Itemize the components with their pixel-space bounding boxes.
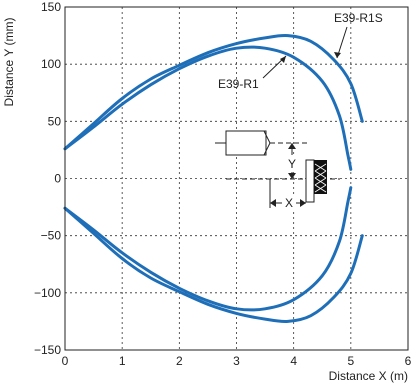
y-tick-label: −50 [41, 229, 62, 243]
series-e39-r1-upper-line [63, 45, 353, 171]
emitter-body [225, 130, 267, 156]
r1-leader-arrow-icon [280, 56, 286, 63]
series-e39-r1s-lower-line [63, 206, 364, 324]
series-e39-r1-lower-line [63, 186, 353, 312]
reflector-hatch [314, 163, 327, 193]
y-arrow-up-icon [288, 143, 296, 149]
r1s-leader-arrow-icon [334, 52, 341, 58]
y-axis-label: Distance Y (mm) [2, 18, 16, 107]
series-e39-r1s-upper-line [63, 33, 364, 151]
curve-series [63, 33, 364, 324]
y-arrow-down-icon [288, 173, 296, 179]
x-dimension-label: X [285, 196, 293, 210]
x-tick-label: 2 [176, 354, 183, 368]
reflector-block [314, 160, 327, 194]
r1-label: E39-R1 [218, 77, 259, 91]
y-tick-label: 0 [54, 172, 61, 186]
x-tick-label: 0 [62, 354, 69, 368]
r1s-label: E39-R1S [334, 11, 383, 25]
x-tick-label: 4 [290, 354, 297, 368]
x-label-bg [282, 196, 296, 210]
y-tick-label: 100 [41, 57, 61, 71]
y-label-bg [285, 155, 299, 172]
x-tick-labels: 0 1 2 3 4 5 6 [62, 354, 412, 368]
y-tick-label: −150 [34, 343, 61, 357]
y-tick-label: 150 [41, 0, 61, 14]
x-tick-label: 3 [233, 354, 240, 368]
y-tick-label: −100 [34, 286, 61, 300]
x-arrow-right-icon [300, 199, 306, 207]
reflector-mount [305, 159, 315, 203]
plot-frame [64, 6, 409, 351]
sensor-diagram [215, 130, 340, 208]
x-tick-label: 1 [119, 354, 126, 368]
y-tick-label: 50 [48, 114, 62, 128]
x-tick-label: 6 [405, 354, 412, 368]
y-dimension-label: Y [288, 157, 296, 171]
x-axis-label: Distance X (m) [329, 369, 408, 383]
y-tick-labels: 150 100 50 0 −50 −100 −150 [34, 0, 61, 357]
x-tick-label: 5 [347, 354, 354, 368]
x-arrow-left-icon [270, 199, 276, 207]
